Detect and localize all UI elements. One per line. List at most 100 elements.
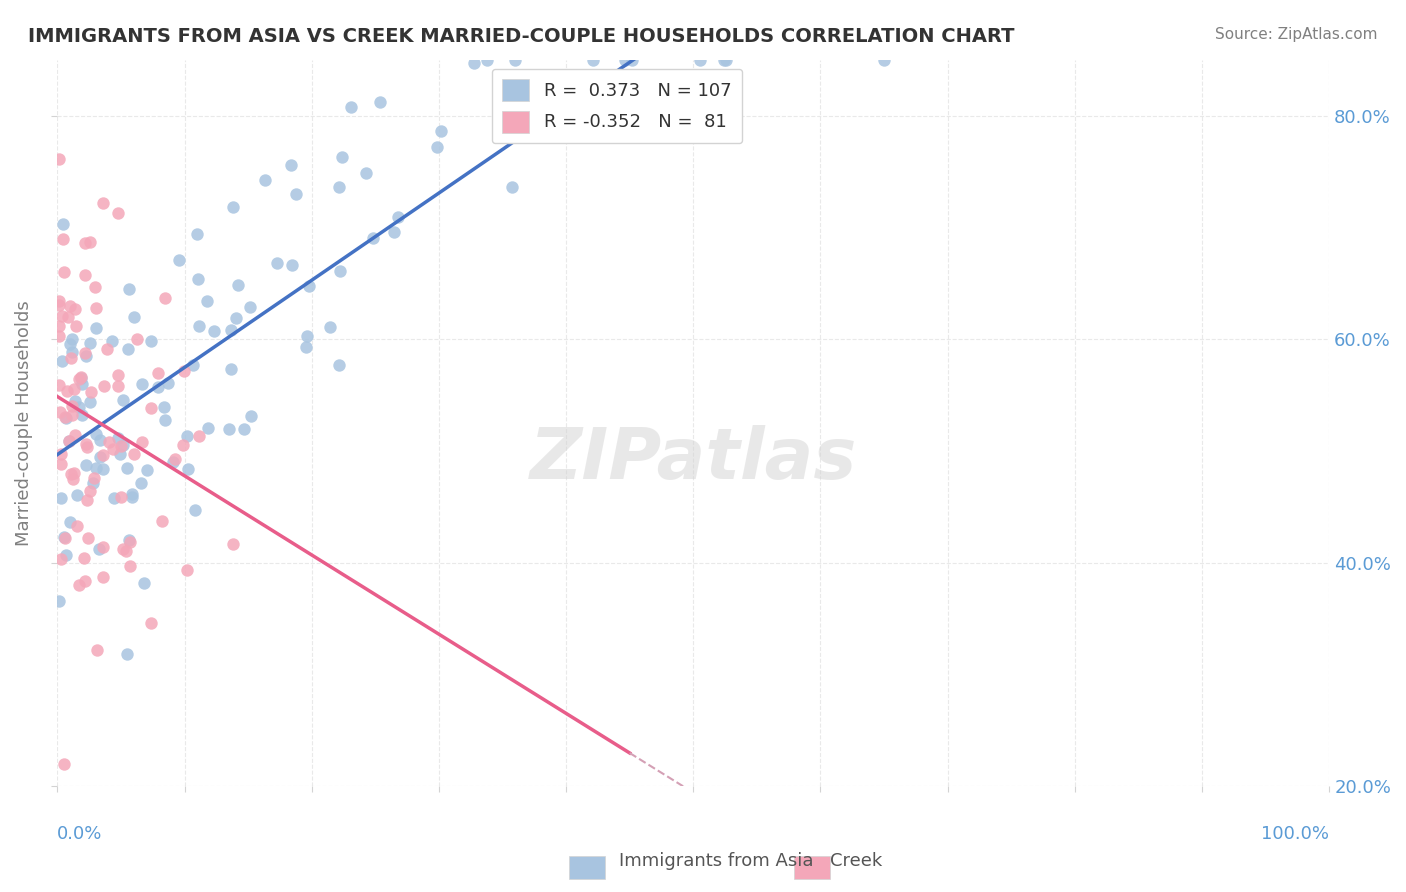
Point (53, 530, 76, 544)
Point (62, 472, 84, 486)
Point (112, 541, 135, 556)
Point (60, 408, 83, 422)
Point (76, 493, 98, 508)
Point (873, 53, 896, 67)
Point (186, 227, 208, 241)
Point (91, 570, 114, 584)
Point (53, 410, 76, 425)
Point (328, 180, 350, 194)
Point (83, 471, 105, 485)
Point (361, 231, 384, 245)
Point (55, 384, 77, 398)
Point (84, 301, 107, 315)
Point (48, 298, 70, 312)
Point (49, 447, 72, 461)
Point (176, 563, 198, 577)
Point (188, 429, 211, 443)
Point (63, 393, 86, 408)
Point (60, 345, 83, 359)
Point (65, 318, 87, 333)
Point (167, 252, 190, 267)
Point (49, 405, 72, 419)
Point (63, 467, 86, 481)
Point (226, 277, 249, 292)
Point (77, 532, 100, 546)
Text: 0.0%: 0.0% (58, 825, 103, 844)
Point (284, 186, 307, 201)
Point (97, 434, 120, 449)
Point (295, 340, 318, 354)
Point (204, 325, 226, 339)
Point (101, 334, 124, 348)
Point (59, 337, 82, 351)
Point (93, 379, 115, 393)
Point (48, 318, 70, 333)
Point (117, 343, 139, 357)
Point (295, 329, 318, 343)
Point (463, 56, 485, 70)
Point (49, 458, 72, 472)
Point (55, 548, 77, 562)
Point (503, 53, 526, 67)
Point (232, 422, 254, 436)
Point (426, 139, 449, 153)
Point (86, 643, 108, 657)
Point (82, 475, 104, 490)
Point (70, 377, 93, 392)
Point (141, 616, 163, 631)
Point (339, 100, 361, 114)
Point (96, 342, 118, 356)
Point (84, 321, 107, 335)
Point (146, 380, 169, 394)
Point (66, 488, 89, 502)
Point (51, 310, 73, 324)
Point (239, 409, 262, 423)
Point (330, 150, 353, 164)
Point (73, 268, 96, 282)
Point (73, 551, 96, 566)
Point (613, 53, 636, 67)
Point (59, 467, 82, 482)
Point (184, 503, 207, 517)
Point (59, 515, 82, 529)
Point (124, 447, 146, 461)
Point (127, 332, 149, 346)
Point (75, 346, 97, 360)
Point (117, 282, 139, 296)
Legend: R =  0.373   N = 107, R = -0.352   N =  81: R = 0.373 N = 107, R = -0.352 N = 81 (492, 69, 742, 144)
Point (52, 264, 75, 278)
Point (55, 411, 77, 425)
Point (120, 535, 142, 549)
Point (75, 574, 97, 589)
Point (181, 358, 204, 372)
Point (430, 123, 453, 137)
Point (79, 235, 101, 250)
Point (58, 310, 80, 324)
Point (89, 433, 111, 447)
Point (107, 368, 129, 382)
Point (60, 400, 83, 414)
Point (131, 476, 153, 491)
Point (620, 53, 643, 67)
Point (52, 232, 75, 246)
Point (107, 431, 129, 445)
Point (219, 323, 242, 337)
Point (48, 378, 70, 392)
Point (222, 537, 245, 551)
Point (107, 378, 129, 392)
Point (70, 409, 93, 423)
Point (118, 533, 141, 547)
Point (162, 455, 184, 469)
Text: 100.0%: 100.0% (1261, 825, 1329, 844)
Point (141, 334, 163, 348)
Point (266, 255, 288, 269)
Text: ZIPatlas: ZIPatlas (530, 425, 858, 494)
Point (382, 225, 405, 239)
Point (52, 217, 75, 231)
Point (501, 180, 523, 194)
Point (51, 551, 73, 566)
Point (188, 319, 211, 334)
Point (319, 320, 342, 334)
Text: Source: ZipAtlas.com: Source: ZipAtlas.com (1215, 27, 1378, 42)
Point (91, 540, 114, 554)
